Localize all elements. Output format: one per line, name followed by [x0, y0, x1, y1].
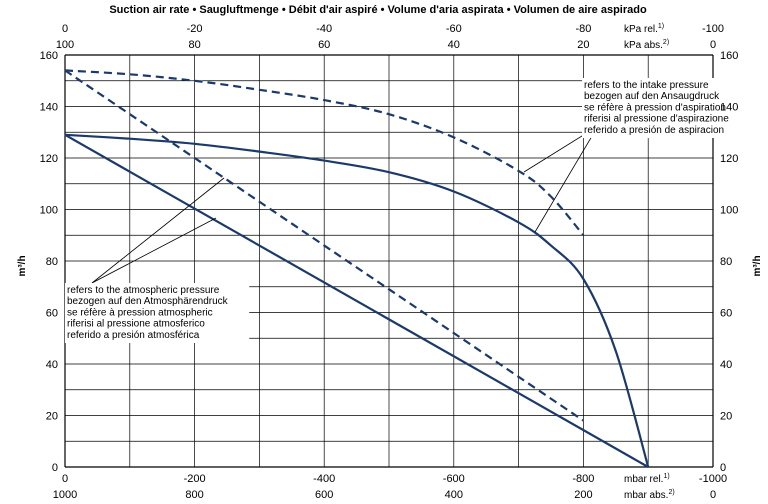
annotation-atmospheric-bg	[65, 283, 250, 343]
x-top-rel-tick: -60	[446, 23, 462, 35]
bottom-rel-unit-text: mbar rel.	[624, 474, 663, 485]
bottom-abs-unit-footnote: 2)	[668, 489, 674, 496]
annotation-atmospheric-line: se réfère à pression atmospheric	[67, 307, 213, 318]
y-tick-label-right: 120	[720, 153, 738, 165]
bottom-abs-unit: mbar abs.2)	[624, 489, 675, 501]
annotation-intake-line: bezogen auf den Ansaugdruck	[584, 91, 720, 102]
x-top-rel-tick: -40	[316, 23, 332, 35]
series-1-solid	[64, 133, 650, 468]
x-top-abs-tick: 100	[56, 39, 74, 51]
y-tick-label-left: 160	[40, 50, 58, 62]
bottom-rel-unit: mbar rel.1)	[624, 473, 670, 485]
leader-line	[91, 177, 225, 284]
top-abs-unit: kPa abs.2)	[624, 39, 669, 51]
y-tick-label-left: 60	[46, 308, 58, 320]
x-top-abs-tick: 40	[448, 39, 460, 51]
leader-line	[534, 125, 599, 233]
y-axis-label-right: m³/h	[752, 255, 763, 276]
y-tick-label-right: 140	[720, 102, 738, 114]
x-top-rel-tick: -80	[575, 23, 591, 35]
x-bottom-rel-tick: -600	[443, 473, 465, 485]
y-tick-label-left: 100	[40, 205, 58, 217]
x-top-abs-tick: 0	[710, 39, 716, 51]
annotation-atmospheric-line: refers to the atmospheric pressure	[67, 285, 220, 296]
y-tick-label-left: 40	[46, 359, 58, 371]
x-top-rel-tick: 0	[62, 23, 68, 35]
top-abs-unit-footnote: 2)	[663, 39, 669, 46]
series-4-dashed	[64, 69, 585, 422]
annotation-atmospheric-line: bezogen auf den Atmosphärendruck	[67, 296, 229, 307]
series-layer	[64, 69, 650, 468]
y-tick-label-right: 60	[720, 308, 732, 320]
y-tick-label-left: 20	[46, 411, 58, 423]
x-top-rel-tick: -20	[187, 23, 203, 35]
x-bottom-rel-tick: -200	[184, 473, 206, 485]
y-tick-label-right: 20	[720, 411, 732, 423]
x-bottom-rel-tick: 0	[62, 473, 68, 485]
x-bottom-rel-tick: -800	[572, 473, 594, 485]
y-tick-label-right: 100	[720, 205, 738, 217]
x-bottom-abs-tick: 800	[185, 489, 203, 501]
x-bottom-abs-tick: 1000	[53, 489, 77, 501]
leader-lines	[91, 125, 599, 284]
y-tick-label-right: 40	[720, 359, 732, 371]
y-tick-label-right: 80	[720, 256, 732, 268]
annotation-intake-line: riferisi al pressione d'aspirazione	[584, 114, 729, 125]
y-tick-label-right: 160	[720, 50, 738, 62]
bottom-abs-unit-text: mbar abs.	[624, 490, 668, 501]
x-top-abs-tick: 80	[188, 39, 200, 51]
x-top-abs-tick: 20	[577, 39, 589, 51]
bottom-rel-unit-footnote: 1)	[663, 473, 669, 480]
y-tick-label-left: 80	[46, 256, 58, 268]
x-top-abs-tick: 60	[318, 39, 330, 51]
annotation-intake-line: refers to the intake pressure	[584, 80, 709, 91]
chart-title: Suction air rate • Saugluftmenge • Débit…	[109, 4, 647, 16]
y-tick-label-left: 0	[52, 462, 58, 474]
y-tick-label-right: 0	[720, 462, 726, 474]
y-axis-label-left: m³/h	[17, 255, 28, 276]
top-rel-unit: kPa rel.1)	[624, 23, 664, 35]
series-2-solid	[64, 133, 649, 468]
x-bottom-abs-tick: 200	[574, 489, 592, 501]
annotation-atmospheric-line: referido a presión atmosférica	[67, 330, 200, 341]
x-top-rel-tick: -100	[702, 23, 724, 35]
y-tick-label-left: 120	[40, 153, 58, 165]
annotation-intake-bg	[582, 78, 768, 138]
x-bottom-rel-tick: -1000	[699, 473, 727, 485]
x-bottom-abs-tick: 0	[710, 489, 716, 501]
y-tick-label-left: 140	[40, 102, 58, 114]
top-rel-unit-text: kPa rel.	[624, 24, 658, 35]
x-bottom-rel-tick: -400	[313, 473, 335, 485]
annotation-intake-line: se réfère à pression d'aspiration	[584, 102, 726, 113]
annotation-intake-line: referido a presión de aspiracion	[584, 125, 724, 136]
series-3-dashed	[64, 69, 585, 237]
x-bottom-abs-tick: 400	[445, 489, 463, 501]
leader-line	[91, 217, 217, 284]
annotation-atmospheric-line: riferisi al pressione atmosferico	[67, 319, 205, 330]
x-bottom-abs-tick: 600	[315, 489, 333, 501]
top-abs-unit-text: kPa abs.	[624, 40, 663, 51]
top-rel-unit-footnote: 1)	[658, 23, 664, 30]
